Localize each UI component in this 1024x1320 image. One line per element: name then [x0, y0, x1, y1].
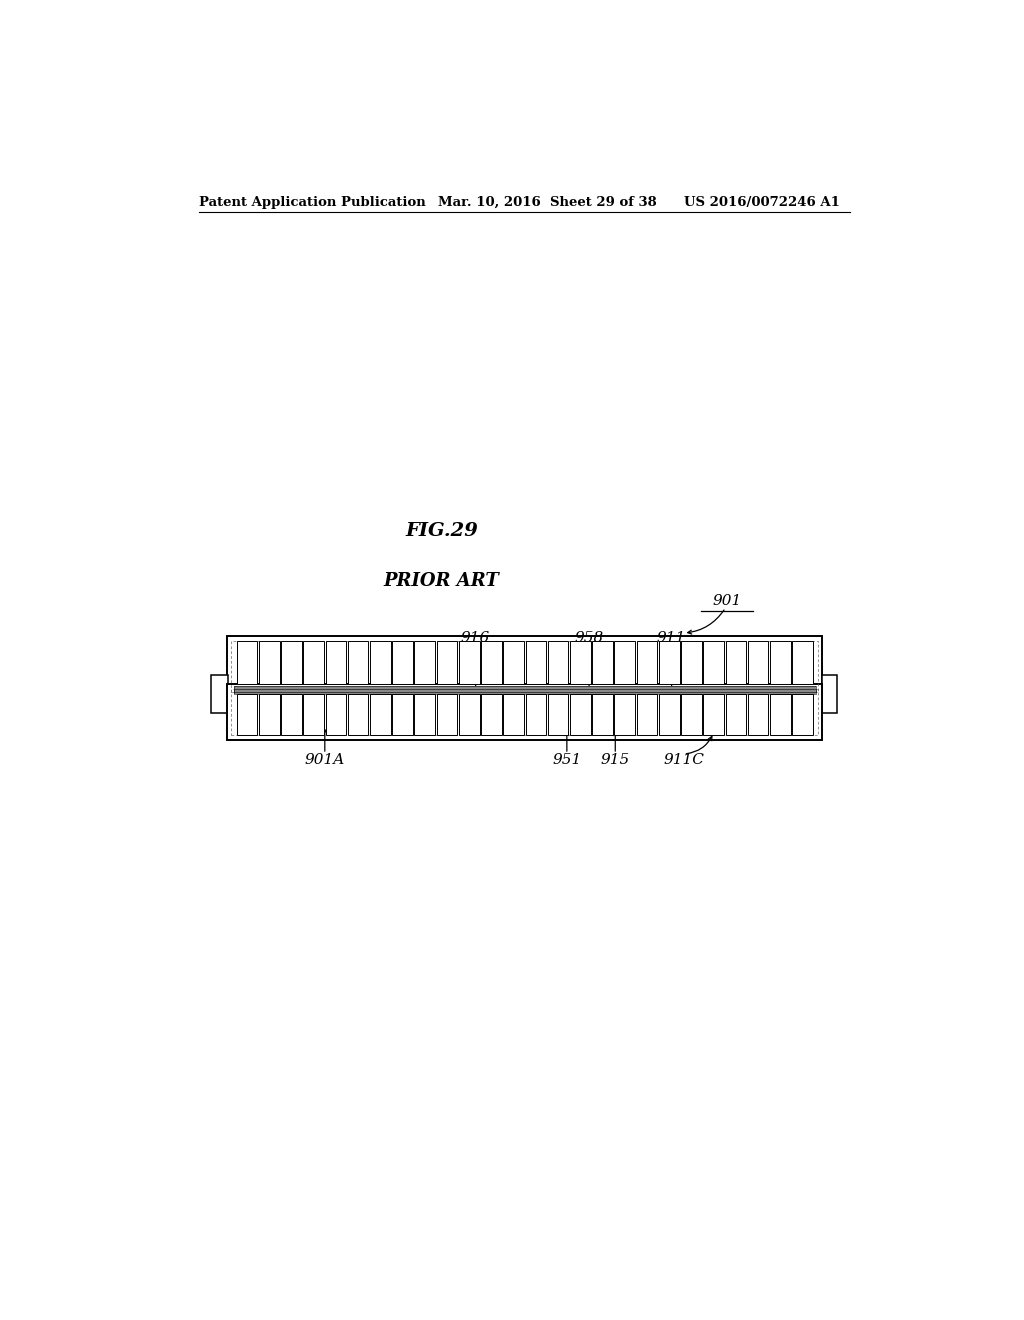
- Bar: [614, 694, 635, 735]
- Bar: [637, 694, 657, 735]
- Bar: [592, 694, 613, 735]
- Bar: [237, 694, 257, 735]
- Bar: [233, 686, 816, 692]
- Text: 958: 958: [574, 631, 604, 645]
- Bar: [504, 694, 524, 735]
- Bar: [703, 694, 724, 735]
- Text: 911: 911: [657, 631, 686, 645]
- Bar: [282, 642, 302, 684]
- Bar: [658, 642, 680, 684]
- Bar: [570, 694, 591, 735]
- Bar: [481, 642, 502, 684]
- Text: Patent Application Publication: Patent Application Publication: [200, 195, 426, 209]
- Bar: [570, 642, 591, 684]
- Bar: [658, 694, 680, 735]
- Bar: [748, 694, 768, 735]
- Bar: [726, 694, 746, 735]
- Bar: [233, 689, 816, 694]
- Bar: [259, 694, 280, 735]
- Bar: [415, 694, 435, 735]
- Bar: [348, 694, 369, 735]
- Bar: [392, 642, 413, 684]
- Bar: [770, 694, 791, 735]
- Bar: [548, 694, 568, 735]
- Bar: [326, 642, 346, 684]
- Bar: [525, 694, 546, 735]
- Text: 901: 901: [713, 594, 741, 607]
- Text: 951: 951: [552, 754, 582, 767]
- Bar: [703, 642, 724, 684]
- Bar: [282, 694, 302, 735]
- Bar: [793, 642, 813, 684]
- Bar: [415, 642, 435, 684]
- Bar: [227, 684, 822, 739]
- Bar: [614, 642, 635, 684]
- Bar: [370, 642, 391, 684]
- Text: 901A: 901A: [305, 754, 345, 767]
- Bar: [233, 689, 816, 694]
- Bar: [592, 642, 613, 684]
- Bar: [481, 694, 502, 735]
- Text: US 2016/0072246 A1: US 2016/0072246 A1: [684, 195, 840, 209]
- Bar: [303, 642, 324, 684]
- Bar: [259, 642, 280, 684]
- Bar: [436, 694, 458, 735]
- Text: Mar. 10, 2016  Sheet 29 of 38: Mar. 10, 2016 Sheet 29 of 38: [437, 195, 656, 209]
- Bar: [237, 642, 257, 684]
- Bar: [748, 642, 768, 684]
- Bar: [637, 642, 657, 684]
- Bar: [392, 694, 413, 735]
- Text: 916: 916: [461, 631, 490, 645]
- Bar: [770, 642, 791, 684]
- Bar: [459, 642, 479, 684]
- Bar: [326, 694, 346, 735]
- Bar: [211, 675, 228, 713]
- Bar: [233, 686, 816, 692]
- Bar: [681, 694, 701, 735]
- Bar: [231, 642, 818, 692]
- Text: PRIOR ART: PRIOR ART: [384, 572, 500, 590]
- Bar: [348, 642, 369, 684]
- Bar: [303, 694, 324, 735]
- Text: 915: 915: [601, 754, 630, 767]
- Bar: [436, 642, 458, 684]
- Bar: [548, 642, 568, 684]
- Bar: [821, 675, 838, 713]
- Bar: [459, 694, 479, 735]
- Bar: [681, 642, 701, 684]
- Bar: [231, 689, 818, 735]
- Bar: [227, 636, 822, 697]
- Text: 911C: 911C: [664, 754, 703, 767]
- Bar: [504, 642, 524, 684]
- Bar: [726, 642, 746, 684]
- Bar: [525, 642, 546, 684]
- Bar: [370, 694, 391, 735]
- Bar: [793, 694, 813, 735]
- Text: FIG.29: FIG.29: [406, 521, 478, 540]
